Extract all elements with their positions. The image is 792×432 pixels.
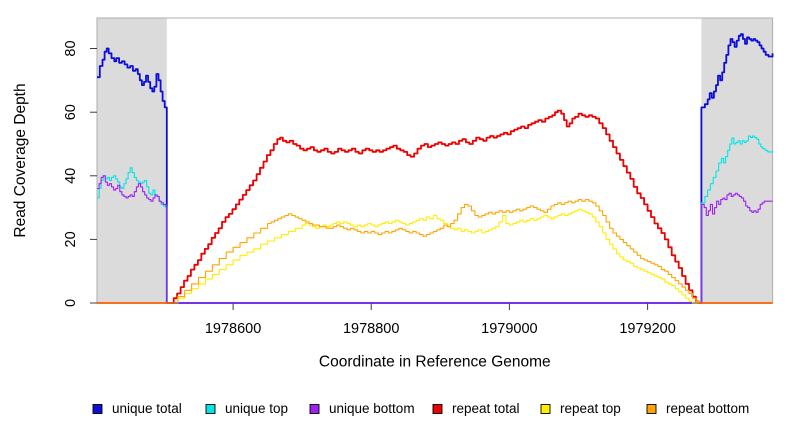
legend-label: repeat total — [452, 401, 520, 416]
x-tick-label: 1978600 — [205, 321, 261, 337]
series-line-unique-bottom — [97, 175, 773, 304]
shaded-region-left — [97, 18, 167, 303]
y-tick-label: 80 — [63, 40, 79, 56]
legend-item-repeat-top: repeat top — [540, 401, 621, 416]
x-tick-label: 1978800 — [343, 321, 399, 337]
legend: unique total unique top unique bottom repea… — [92, 401, 749, 416]
series-line-repeat-total — [97, 109, 773, 304]
legend-swatch-repeat-total — [432, 404, 443, 414]
series-lines — [97, 33, 774, 304]
x-tick-label: 1979000 — [481, 321, 537, 337]
shaded-region-right — [701, 18, 773, 303]
x-axis-title: Coordinate in Reference Genome — [319, 354, 551, 371]
legend-item-repeat-total: repeat total — [432, 401, 520, 416]
x-axis: 1978600 1978800 1979000 1979200 — [205, 303, 676, 337]
legend-label: unique bottom — [329, 401, 415, 416]
legend-swatch-unique-bottom — [309, 404, 320, 414]
y-tick-label: 20 — [63, 231, 79, 247]
legend-swatch-repeat-top — [540, 404, 551, 414]
series-line-repeat-top — [97, 208, 773, 304]
legend-item-unique-top: unique top — [205, 401, 288, 416]
legend-label: repeat bottom — [666, 401, 749, 416]
legend-label: unique top — [225, 401, 288, 416]
legend-item-unique-bottom: unique bottom — [309, 401, 415, 416]
legend-label: unique total — [112, 401, 182, 416]
legend-swatch-unique-top — [205, 404, 216, 414]
legend-swatch-repeat-bottom — [646, 404, 657, 414]
y-axis: 0 20 40 60 80 — [63, 40, 97, 307]
legend-label: repeat top — [560, 401, 621, 416]
y-axis-title: Read Coverage Depth — [12, 83, 29, 237]
series-line-unique-total — [97, 33, 774, 304]
x-tick-label: 1979200 — [619, 321, 675, 337]
legend-item-repeat-bottom: repeat bottom — [646, 401, 749, 416]
y-tick-label: 40 — [63, 168, 79, 184]
y-tick-label: 60 — [63, 104, 79, 120]
series-line-repeat-bottom — [97, 199, 773, 304]
y-tick-label: 0 — [63, 299, 79, 307]
legend-item-unique-total: unique total — [92, 401, 182, 416]
legend-swatch-unique-total — [92, 404, 103, 414]
